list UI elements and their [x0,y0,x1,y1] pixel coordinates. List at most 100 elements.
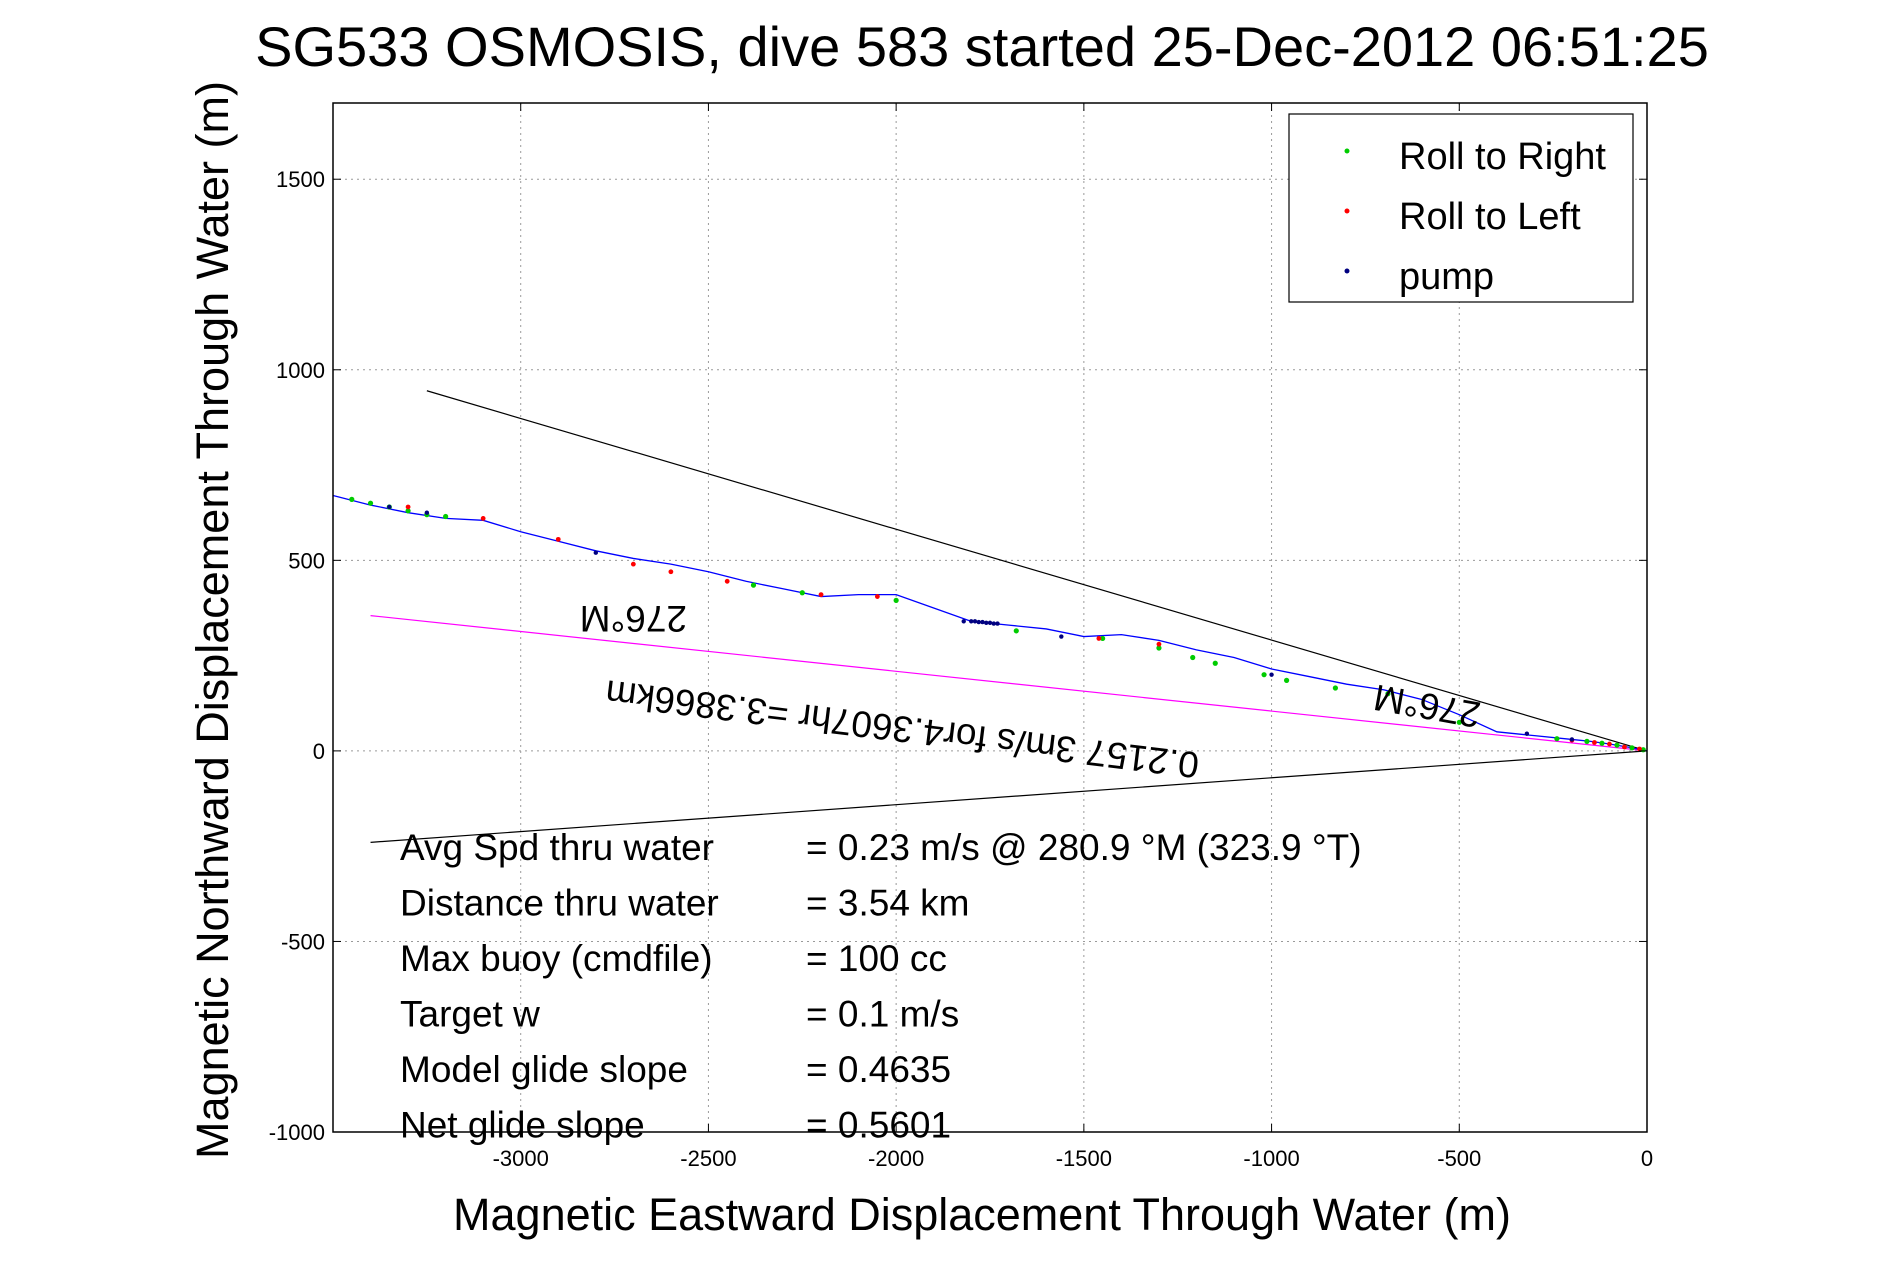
annotations: 276°M 276°M 0.2157 3m/s for4.3607hr =3.386… [580,598,1484,786]
roll-right-point [1385,691,1391,697]
pump-point [972,619,978,624]
stat-label: Target w [400,994,540,1035]
reference-line [370,750,1648,843]
stat-label: Avg Spd thru water [400,827,714,868]
roll-right-point [1156,645,1162,651]
chart-title: SG533 OSMOSIS, dive 583 started 25-Dec-2… [255,15,1709,78]
y-tick-label: -1000 [269,1120,325,1145]
pump-point [976,619,981,625]
pump-point [984,620,989,626]
direction-annotation: 276°M [580,598,687,639]
roll-right-point [1261,672,1267,678]
legend-label: pump [1399,256,1494,298]
roll-left-point [555,536,561,542]
y-tick-label: 500 [288,548,325,573]
reference-lines [370,390,1648,843]
reference-line [426,390,1648,752]
roll-right-point [1013,628,1019,634]
roll-right-point [750,582,757,588]
stat-value: = 0.4635 [806,1049,951,1090]
roll-right-point [799,590,805,596]
stat-value: = 0.23 m/s @ 280.9 °M (323.9 °T) [806,827,1362,868]
roll-right-point [1456,719,1462,725]
pump-point [969,619,974,624]
y-tick-label: 0 [313,739,325,764]
roll-right-point [1332,685,1338,691]
y-axis-label: Magnetic Northward Displacement Through … [187,81,238,1159]
x-axis-label: Magnetic Eastward Displacement Through W… [453,1189,1511,1240]
stat-label: Model glide slope [400,1049,688,1090]
roll-right-point [1629,745,1635,751]
pump-point [1569,737,1575,742]
legend-label: Roll to Right [1399,136,1606,178]
direction-annotation: 276°M [1371,677,1484,736]
roll-left-point [1607,741,1612,747]
pump-point [1269,672,1274,677]
stat-label: Max buoy (cmdfile) [400,938,713,979]
pump-point [424,510,430,515]
roll-left-point [1622,744,1627,750]
roll-left-point [874,594,880,599]
roll-right-point [405,508,411,514]
roll-left-point [1096,636,1102,641]
y-tick-label: 1500 [276,167,325,192]
stat-value: = 100 cc [806,938,947,979]
pump-point [991,621,996,626]
legend: Roll to Right Roll to Left pump [1288,113,1634,303]
roll-left-point [480,516,486,521]
roll-right-point [349,496,355,502]
y-tick-label: -500 [281,929,325,954]
roll-right-point [1283,677,1290,683]
roll-right-point [1614,742,1620,748]
roll-left-point [1156,641,1162,647]
y-tick-label: 1000 [276,358,325,383]
track-line [332,494,1648,752]
pump-point [987,620,993,626]
reference-line [370,614,1648,752]
roll-left-point [1637,746,1642,752]
roll-left-point [405,504,411,510]
roll-right-point [893,597,899,603]
roll-left-point [818,592,824,598]
x-tick-label: -500 [1437,1146,1481,1171]
roll-right-point [1584,738,1590,744]
legend-marker [1344,208,1350,214]
roll-right-point [1100,635,1106,642]
roll-right-point [367,500,374,506]
stats-block: Avg Spd thru water = 0.23 m/s @ 280.9 °M … [400,827,1362,1146]
stat-label: Net glide slope [400,1105,645,1146]
roll-left-point [630,561,636,567]
stat-value: = 3.54 km [806,883,970,924]
plot-frame [332,102,1648,1133]
pump-point [1059,634,1064,639]
roll-right-point [1190,654,1196,661]
pump-point [387,504,392,510]
roll-left-point [668,569,674,575]
roll-left-point [1592,740,1597,745]
x-tick-label: -1500 [1056,1146,1112,1171]
legend-label: Roll to Left [1399,196,1581,238]
pump-point [995,621,1000,626]
x-tick-label: 0 [1641,1146,1653,1171]
pump-point [980,619,985,625]
stat-label: Distance thru water [400,883,719,924]
roll-right-point [443,513,449,520]
legend-marker [1344,268,1350,274]
stat-value: = 0.5601 [806,1105,951,1146]
pump-point [1524,731,1530,736]
pump-point [961,619,966,624]
roll-right-point [1554,736,1560,742]
x-tick-label: -3000 [493,1146,549,1171]
pump-point [593,550,598,555]
roll-right-point [1212,660,1218,666]
direction-annotation: 0.2157 3m/s for4.3607hr =3.3866km [603,672,1201,786]
legend-marker [1344,148,1350,154]
x-tick-label: -2000 [868,1146,924,1171]
glider-track [332,494,1648,752]
x-tick-label: -2500 [680,1146,736,1171]
axis-ticks: -3000 -2500 -2000 -1500 -1000 -500 0 -1000 -500 0… [269,103,1653,1171]
stat-value: = 0.1 m/s [806,994,959,1035]
roll-right-point [1599,740,1605,746]
roll-left-point [724,578,730,584]
x-tick-label: -1000 [1243,1146,1299,1171]
